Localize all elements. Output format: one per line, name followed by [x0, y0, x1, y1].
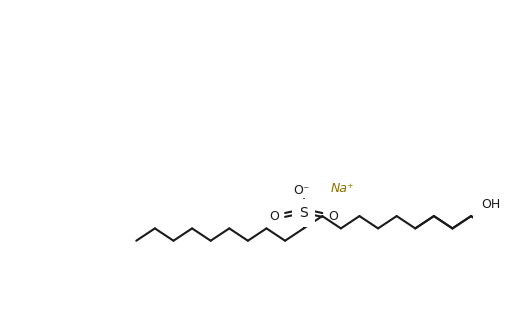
Text: Na⁺: Na⁺ — [331, 182, 354, 195]
Text: OH: OH — [482, 198, 501, 212]
Text: O: O — [328, 210, 338, 223]
Text: S: S — [299, 206, 308, 220]
Text: O⁻: O⁻ — [293, 184, 310, 197]
Text: O: O — [269, 210, 279, 223]
